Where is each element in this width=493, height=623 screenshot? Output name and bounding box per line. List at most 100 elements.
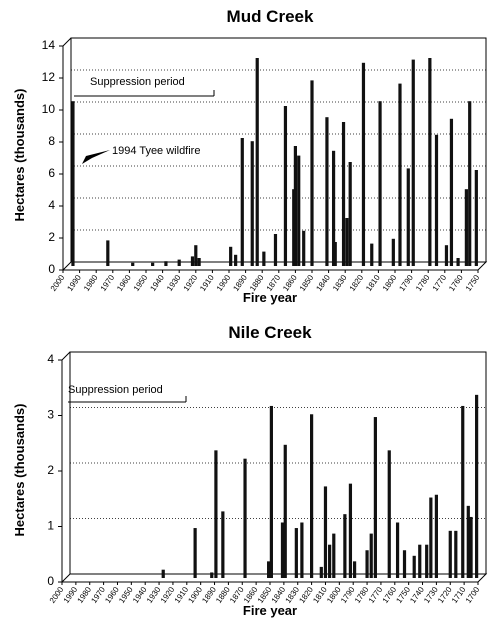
bar [161,569,165,578]
bar [240,138,244,266]
bar [343,514,347,578]
bar [267,561,271,578]
y-axis-label: Hectares (thousands) [12,404,27,537]
bar [454,530,458,578]
bar [332,533,336,578]
bar [418,544,422,578]
y-tick-label: 0 [48,262,55,276]
bar [319,566,323,578]
bar [262,251,266,266]
y-tick-label: 2 [48,230,55,244]
bar [398,83,402,266]
floor [60,573,488,583]
bar [474,170,478,266]
x-tick-label: 1910 [198,273,216,293]
bar [406,168,410,266]
bar [352,561,357,578]
x-tick-label: 1980 [82,273,100,293]
x-tick-label: 1970 [99,273,117,293]
x-tick-label: 1770 [431,273,449,293]
x-tick-label: 1950 [132,273,150,293]
bar [210,572,214,578]
bar [297,155,301,266]
bar [131,262,135,266]
bar [434,134,439,266]
bar [345,218,349,266]
bar [310,414,314,578]
bar [221,511,225,578]
x-tick-label: 1750 [464,273,482,293]
bar [250,141,254,266]
bar [469,516,473,578]
axis-line [61,351,71,361]
y-tick-label: 3 [47,408,54,422]
bar [328,544,332,578]
y-tick-label: 4 [47,352,54,366]
x-tick-label: 1830 [331,273,349,293]
x-axis-label: Fire year [243,603,297,618]
x-tick-label: 1990 [65,273,83,293]
bar [402,550,407,578]
bar [395,522,400,578]
bar [361,62,366,266]
annotation: Suppression period [90,76,185,88]
bar [411,59,415,266]
x-tick-label: 1790 [397,273,415,293]
bar [323,486,328,578]
bar [255,58,259,266]
x-tick-label: 1940 [148,273,166,293]
bar [365,550,369,578]
x-tick-label: 1920 [182,273,200,293]
bar [273,234,278,266]
bar [331,150,336,266]
x-tick-label: 1960 [115,273,133,293]
bar [269,405,273,578]
bar [177,259,181,266]
bar [293,146,297,266]
chart-title: Mud Creek [227,7,314,26]
x-tick-label: 1800 [381,273,399,293]
y-tick-label: 4 [48,198,55,212]
y-tick-label: 14 [42,38,56,52]
bar [448,530,452,578]
bar [302,230,306,266]
bar [444,245,449,266]
bar [461,405,465,578]
y-tick-label: 2 [47,463,54,477]
x-tick-label: 1780 [414,273,432,293]
bar [449,118,454,266]
bar [283,106,288,266]
bar [283,444,287,578]
y-tick-label: 0 [47,574,54,588]
bar [468,101,472,266]
x-axis-label: Fire year [243,290,297,305]
bar [325,117,329,266]
bar [391,238,395,266]
bar [280,522,285,578]
bar [71,101,75,266]
chart-panel: Mud Creek Fire year Hectares (thousands)… [12,7,488,305]
bar [310,80,314,267]
annotation-arrow [82,150,110,164]
x-tick-label: 1930 [165,273,183,293]
axis-line [62,37,72,47]
x-tick-label: 1810 [364,273,382,293]
annotation: 1994 Tyee wildfire [112,145,200,157]
x-tick-label: 1850 [298,273,316,293]
bar [373,417,377,578]
y-tick-label: 1 [47,519,54,533]
bar [434,494,438,578]
bar [412,555,416,578]
bar [106,240,110,266]
bar [190,256,195,266]
bar [429,497,433,578]
bar [428,58,432,266]
bar [194,245,198,266]
bar [229,246,233,266]
x-tick-label: 1700 [464,585,482,605]
x-tick-label: 1840 [314,273,332,293]
y-axis-label: Hectares (thousands) [12,89,27,222]
bar [378,101,382,266]
bar [348,483,353,578]
